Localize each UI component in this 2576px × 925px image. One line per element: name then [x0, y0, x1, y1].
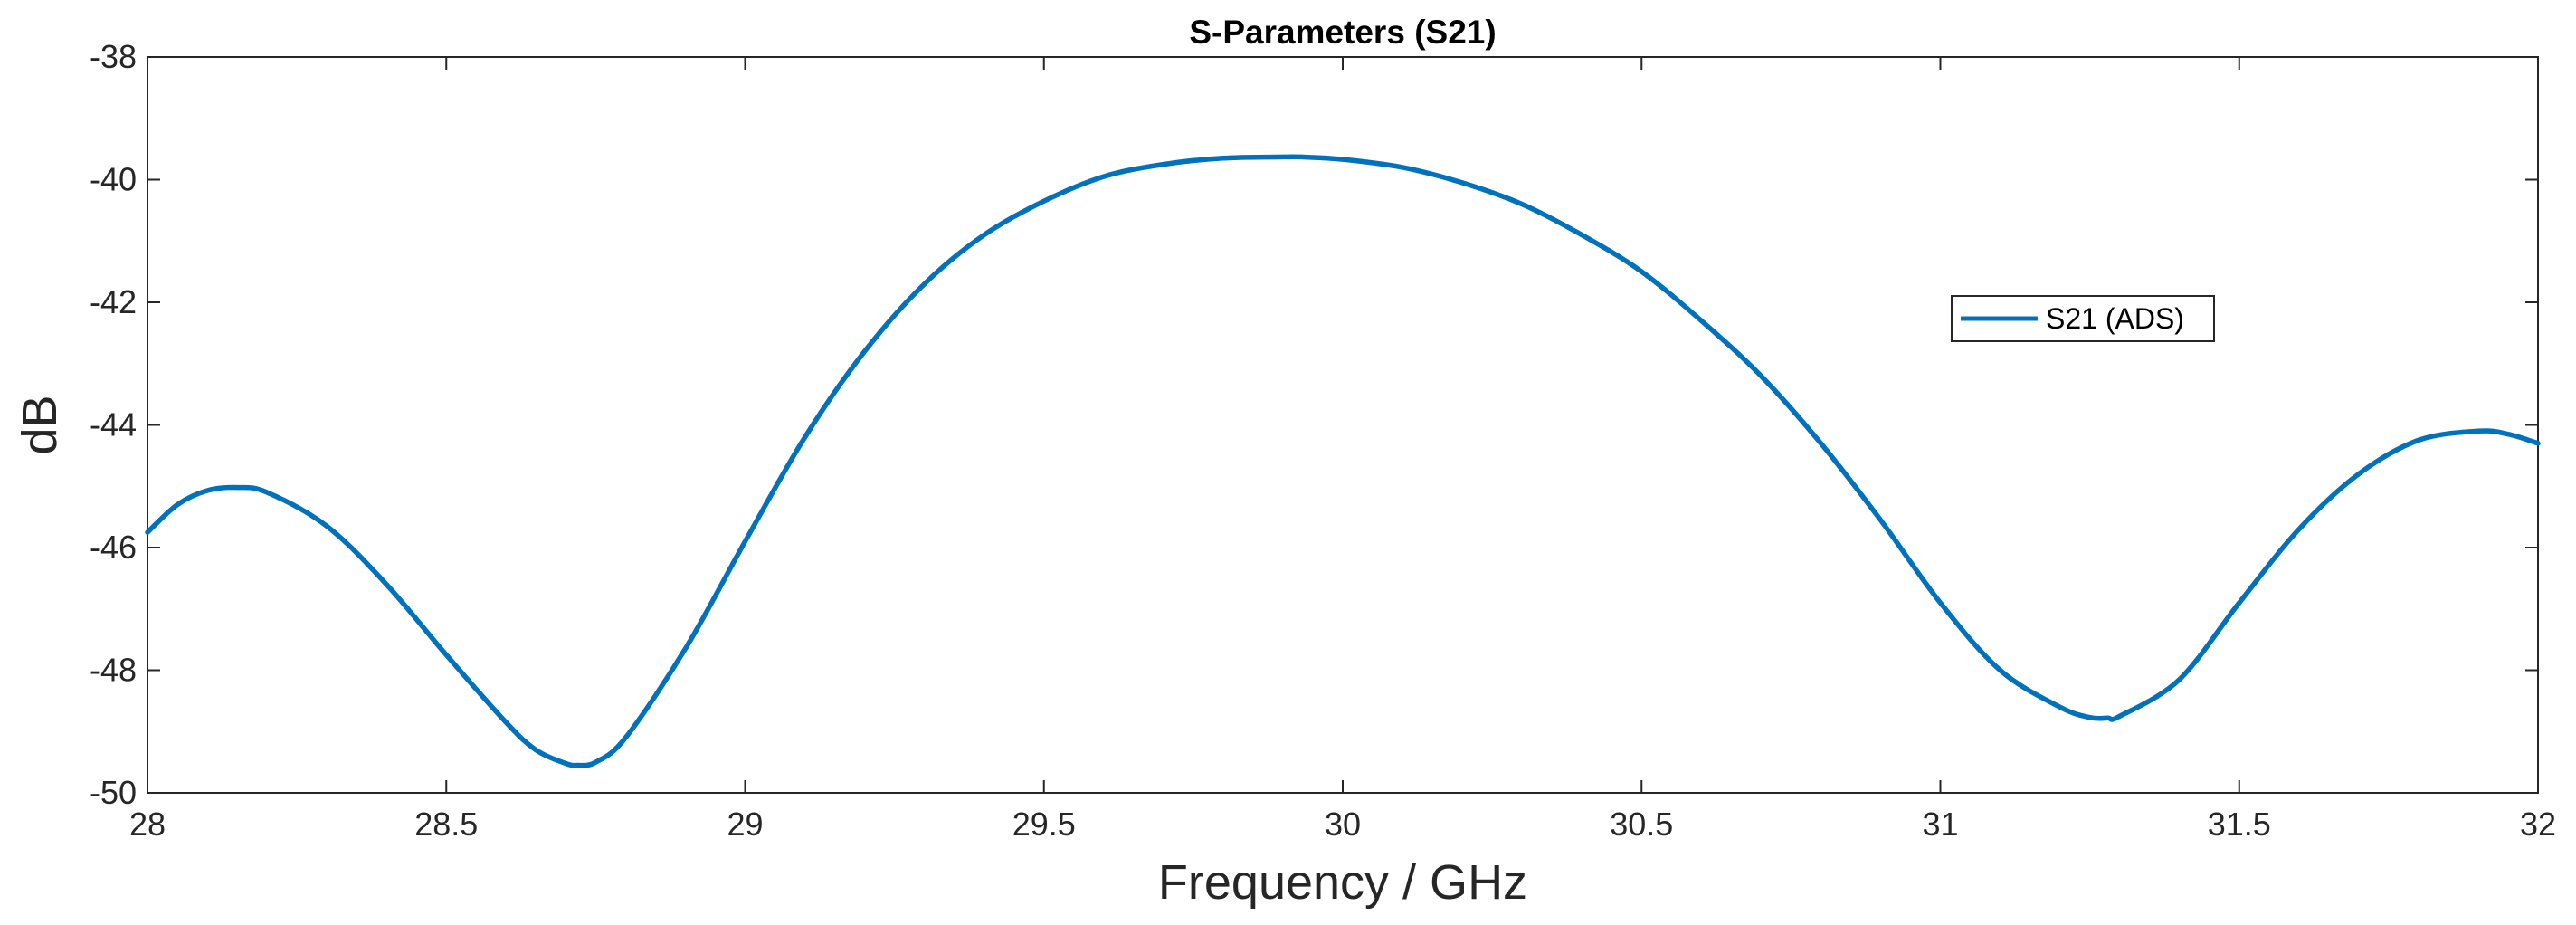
legend-label: S21 (ADS) [2046, 302, 2184, 335]
chart-title: S-Parameters (S21) [1189, 14, 1496, 51]
y-tick-label: -50 [90, 774, 137, 811]
y-tick-label: -40 [90, 161, 137, 198]
x-tick-label: 32 [2520, 806, 2556, 843]
x-tick-label: 31.5 [2208, 806, 2271, 843]
y-tick-label: -42 [90, 283, 137, 320]
plot-box [147, 56, 2539, 794]
x-axis: 28 28.5 29 29.5 30 30.5 31 31.5 32 [129, 57, 2556, 843]
y-tick-label: -44 [90, 406, 137, 443]
y-tick-label: -46 [90, 529, 137, 566]
x-tick-label: 31 [1922, 806, 1958, 843]
plot-area [147, 56, 2539, 794]
x-tick-label: 29.5 [1012, 806, 1076, 843]
y-axis-title: dB [13, 395, 67, 454]
y-tick-label: -48 [90, 652, 137, 689]
x-tick-label: 30.5 [1610, 806, 1673, 843]
series-line-s21 [145, 154, 2541, 768]
x-axis-title: Frequency / GHz [1158, 855, 1527, 910]
y-tick-label: -38 [90, 38, 137, 75]
legend: S21 (ADS) [1951, 295, 2215, 342]
x-tick-label: 29 [727, 806, 763, 843]
x-tick-label: 28 [129, 806, 166, 843]
x-tick-label: 28.5 [414, 806, 478, 843]
series-layer [145, 154, 2541, 768]
x-tick-label: 30 [1325, 806, 1361, 843]
y-axis: -50 -48 -46 -44 -42 -40 -38 [90, 38, 2538, 811]
